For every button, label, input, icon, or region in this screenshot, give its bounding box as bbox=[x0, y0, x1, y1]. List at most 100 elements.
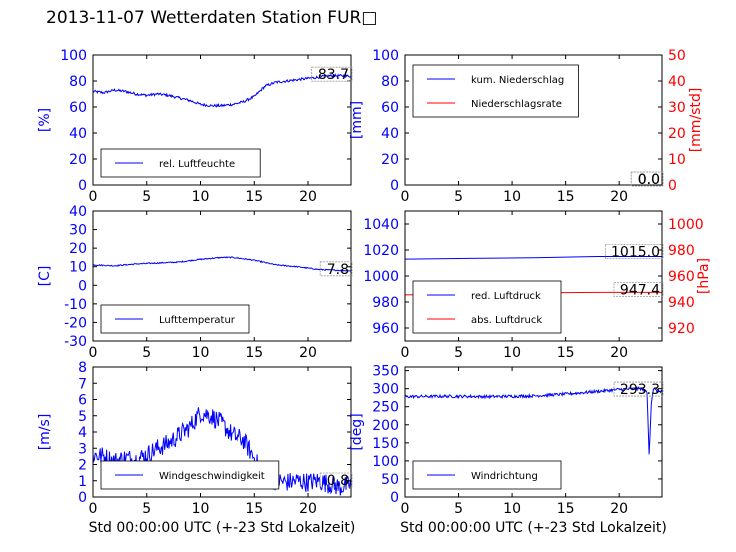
y2-tick-label: 940 bbox=[668, 295, 695, 311]
y2-tick-label: 960 bbox=[668, 269, 695, 285]
y-tick-label: 250 bbox=[372, 400, 399, 416]
y-tick-label: 350 bbox=[372, 364, 399, 380]
x-tick-label: 10 bbox=[503, 501, 521, 517]
x-tick-label: 15 bbox=[557, 345, 575, 361]
x-tick-label: 15 bbox=[557, 501, 575, 517]
y2-tick-label: 40 bbox=[668, 74, 686, 90]
y-tick-label: 4 bbox=[78, 425, 87, 441]
y-tick-label: 150 bbox=[372, 436, 399, 452]
series-line-red-luftdruck bbox=[405, 256, 662, 260]
y-tick-label: 6 bbox=[78, 393, 87, 409]
y-tick-label: 1020 bbox=[363, 243, 399, 259]
x-tick-label: 0 bbox=[401, 501, 410, 517]
y-tick-label: 80 bbox=[381, 74, 399, 90]
last-value-label: 0.0 bbox=[638, 172, 660, 188]
x-tick-label: 20 bbox=[299, 501, 317, 517]
figure-title: 2013-11-07 Wetterdaten Station FUR□ bbox=[46, 8, 378, 28]
y-tick-label: 40 bbox=[381, 126, 399, 142]
x-tick-label: 5 bbox=[454, 345, 463, 361]
x-tick-label: 0 bbox=[89, 189, 98, 205]
last-value-label: 1015.0 bbox=[611, 245, 660, 261]
legend-box bbox=[412, 280, 562, 334]
y-tick-label: 100 bbox=[60, 48, 87, 64]
y-tick-label: 20 bbox=[381, 152, 399, 168]
y-tick-label: 100 bbox=[372, 48, 399, 64]
y2-tick-label: 20 bbox=[668, 126, 686, 142]
legend-entry: Windrichtung bbox=[471, 471, 538, 482]
y-tick-label: 960 bbox=[372, 321, 399, 337]
y-tick-label: 0 bbox=[78, 178, 87, 194]
y-tick-label: 0 bbox=[390, 490, 399, 506]
legend-entry: Niederschlagsrate bbox=[471, 99, 562, 110]
x-tick-label: 15 bbox=[557, 189, 575, 205]
last-value-label: 7.8 bbox=[327, 262, 349, 278]
y-tick-label: -20 bbox=[64, 315, 87, 331]
y-tick-label: 300 bbox=[372, 382, 399, 398]
y-tick-label: -30 bbox=[64, 334, 87, 350]
y2-tick-label: 1000 bbox=[668, 217, 704, 233]
x-tick-label: 5 bbox=[454, 501, 463, 517]
y-tick-label: 3 bbox=[78, 441, 87, 457]
y-tick-label: 980 bbox=[372, 295, 399, 311]
last-value-label-right: 0.0 bbox=[638, 172, 660, 188]
y-tick-label: 1 bbox=[78, 474, 87, 490]
last-value-label: 0.8 bbox=[327, 473, 349, 489]
y-tick-label: 60 bbox=[69, 100, 87, 116]
x-tick-label: 15 bbox=[245, 189, 263, 205]
y-tick-label: 0 bbox=[78, 490, 87, 506]
x-tick-label: 10 bbox=[192, 501, 210, 517]
y-tick-label: 20 bbox=[69, 241, 87, 257]
last-value-label: 83.7 bbox=[318, 67, 349, 83]
x-tick-label: 0 bbox=[401, 345, 410, 361]
legend-entry: abs. Luftdruck bbox=[471, 315, 542, 326]
x-tick-label: 0 bbox=[89, 345, 98, 361]
x-tick-label: 5 bbox=[142, 501, 151, 517]
y-axis-label: [mm] bbox=[349, 101, 365, 139]
x-tick-label: 20 bbox=[299, 345, 317, 361]
y2-axis-label: [hPa] bbox=[696, 258, 712, 294]
last-value-label-box bbox=[319, 472, 353, 488]
y-tick-label: 1000 bbox=[363, 269, 399, 285]
x-axis-label: Std 00:00:00 UTC (+-23 Std Lokalzeit) bbox=[400, 520, 667, 536]
y2-tick-label: 0 bbox=[668, 178, 677, 194]
x-tick-label: 10 bbox=[192, 345, 210, 361]
x-tick-label: 5 bbox=[142, 345, 151, 361]
y2-tick-label: 10 bbox=[668, 152, 686, 168]
last-value-label-box bbox=[630, 171, 664, 187]
y-tick-label: 5 bbox=[78, 409, 87, 425]
x-tick-label: 15 bbox=[245, 501, 263, 517]
plot-frame bbox=[92, 54, 352, 186]
y2-tick-label: 920 bbox=[668, 321, 695, 337]
last-value-label-box bbox=[319, 261, 353, 277]
legend-box bbox=[412, 64, 579, 118]
x-tick-label: 20 bbox=[610, 345, 628, 361]
x-tick-label: 10 bbox=[503, 189, 521, 205]
series-line-windrichtung bbox=[405, 386, 662, 455]
y-tick-label: 8 bbox=[78, 360, 87, 376]
y-tick-label: 100 bbox=[372, 454, 399, 470]
x-axis-label: Std 00:00:00 UTC (+-23 Std Lokalzeit) bbox=[89, 520, 356, 536]
y-tick-label: 30 bbox=[69, 223, 87, 239]
legend-entry: kum. Niederschlag bbox=[471, 75, 564, 86]
y-axis-label: [m/s] bbox=[37, 414, 53, 451]
plot-frame bbox=[404, 366, 663, 498]
y-tick-label: 7 bbox=[78, 376, 87, 392]
x-tick-label: 20 bbox=[610, 501, 628, 517]
y-tick-label: 40 bbox=[69, 204, 87, 220]
series-line-rel-luftfeuchte bbox=[93, 73, 351, 108]
legend-entry: rel. Luftfeuchte bbox=[159, 159, 235, 170]
y-tick-label: 0 bbox=[390, 178, 399, 194]
y-axis-label: [C] bbox=[37, 266, 53, 287]
y-tick-label: 80 bbox=[69, 74, 87, 90]
y-tick-label: 40 bbox=[69, 126, 87, 142]
y-tick-label: -10 bbox=[64, 297, 87, 313]
y-tick-label: 10 bbox=[69, 260, 87, 276]
x-tick-label: 0 bbox=[401, 189, 410, 205]
y-tick-label: 20 bbox=[69, 152, 87, 168]
y-tick-label: 0 bbox=[78, 278, 87, 294]
series-line-lufttemperatur bbox=[93, 256, 351, 272]
y-tick-label: 50 bbox=[381, 472, 399, 488]
plot-frame bbox=[404, 54, 663, 186]
y2-tick-label: 30 bbox=[668, 100, 686, 116]
